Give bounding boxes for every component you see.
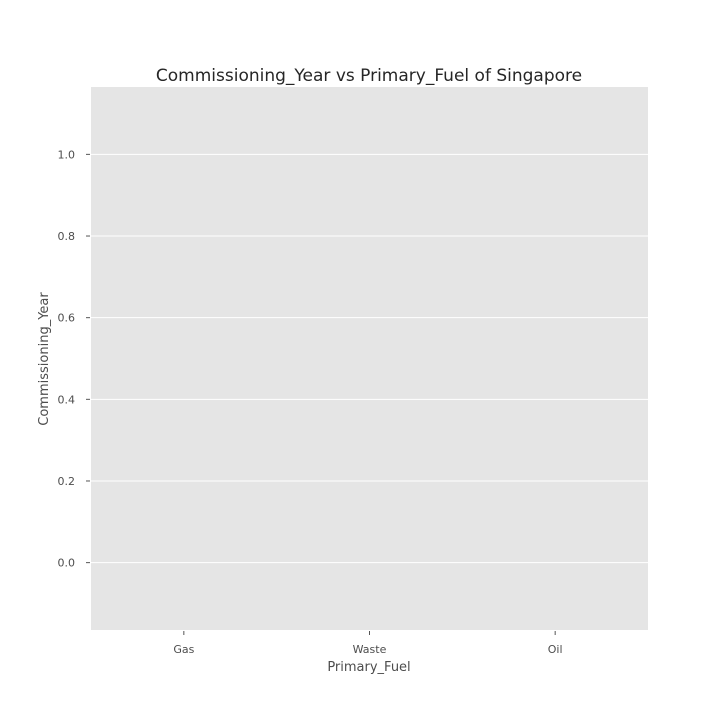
y-axis-ticks: 0.0 0.2 0.4 0.6 0.8 1.0 — [58, 148, 90, 570]
y-axis-label: Commissioning_Year — [37, 292, 52, 426]
x-axis-label: Primary_Fuel — [327, 660, 410, 675]
y-tick-label: 0.8 — [58, 230, 76, 243]
y-tick-label: 0.0 — [58, 557, 76, 570]
grid-lines — [91, 153, 648, 564]
y-tick-label: 0.2 — [58, 475, 76, 488]
x-tick-label: Waste — [353, 643, 387, 656]
x-tick-label: Gas — [173, 643, 194, 656]
y-tick-label: 1.0 — [58, 148, 76, 161]
y-tick-label: 0.6 — [58, 312, 76, 325]
y-tick-label: 0.4 — [58, 393, 76, 406]
x-tick-label: Oil — [548, 643, 563, 656]
chart-title: Commissioning_Year vs Primary_Fuel of Si… — [156, 66, 582, 86]
x-axis-ticks: Gas Waste Oil — [173, 631, 563, 656]
plot-area — [91, 87, 648, 630]
